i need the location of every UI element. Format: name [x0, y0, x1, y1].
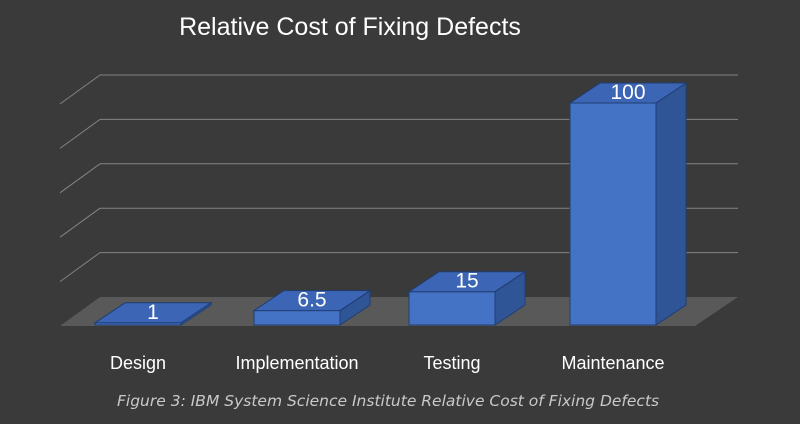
- bar-top: [568, 82, 688, 104]
- bar-front: [253, 310, 341, 326]
- data-labels: 1 6.5 15 100: [147, 81, 645, 324]
- data-label: 15: [455, 270, 478, 293]
- data-label: 6.5: [297, 289, 326, 312]
- bar-top: [252, 290, 372, 312]
- category-labels: Design Implementation Testing Maintenance: [110, 353, 665, 373]
- bar: [407, 270, 527, 326]
- category-label: Design: [110, 353, 166, 373]
- bar-front: [569, 102, 657, 326]
- gridline-side: [59, 207, 101, 238]
- bar-top: [93, 302, 213, 324]
- gridline-side: [59, 118, 101, 149]
- caption-prefix: Figure 3:: [117, 392, 186, 410]
- figure-caption: Figure 3: IBM System Science Institute R…: [117, 392, 659, 410]
- floor-plane: [60, 297, 738, 326]
- bar-top: [407, 271, 527, 293]
- caption-body: IBM System Science Institute Relative Co…: [186, 392, 659, 410]
- category-label: Maintenance: [561, 353, 664, 373]
- chart-title: Relative Cost of Fixing Defects: [179, 13, 521, 41]
- bar-front: [408, 291, 496, 326]
- chart-floor: [60, 297, 738, 326]
- bar: [252, 289, 372, 326]
- gridlines: [59, 74, 738, 283]
- gridline-side: [59, 163, 101, 194]
- bars: [93, 82, 688, 326]
- category-label: Testing: [423, 353, 480, 373]
- bar-side: [655, 82, 687, 326]
- category-label: Implementation: [235, 353, 358, 373]
- bar: [568, 82, 688, 326]
- gridline-side: [59, 252, 101, 283]
- data-label: 100: [610, 81, 645, 104]
- data-label: 1: [147, 301, 159, 324]
- bar: [93, 301, 213, 326]
- gridline-side: [59, 74, 101, 105]
